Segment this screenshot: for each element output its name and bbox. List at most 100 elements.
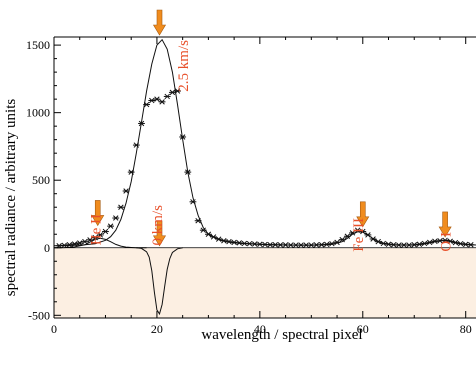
asterisk-marker	[184, 169, 192, 175]
marker-stroke	[324, 241, 330, 248]
asterisk-marker	[91, 234, 99, 241]
marker-stroke	[329, 240, 335, 247]
x-tick-label: 40	[254, 322, 266, 336]
marker-stroke	[154, 96, 160, 102]
marker-stroke	[349, 230, 356, 236]
asterisk-marker	[66, 242, 73, 248]
marker-stroke	[396, 242, 402, 248]
marker-stroke	[169, 89, 176, 96]
asterisk-marker	[76, 240, 84, 246]
marker-stroke	[215, 236, 222, 242]
x-axis-label: wavelength / spectral pixel	[201, 327, 362, 343]
asterisk-marker	[96, 232, 104, 238]
x-tick-label: 20	[151, 322, 163, 336]
asterisk-marker	[117, 204, 125, 210]
asterisk-marker	[349, 230, 356, 236]
asterisk-marker	[338, 236, 346, 243]
asterisk-marker	[127, 169, 135, 175]
asterisk-marker	[189, 199, 197, 205]
marker-stroke	[107, 223, 114, 229]
asterisk-marker	[467, 242, 475, 248]
orange-arrow-marker	[356, 201, 370, 228]
marker-stroke	[334, 239, 340, 246]
marker-stroke	[293, 242, 299, 248]
marker-stroke	[149, 97, 155, 104]
marker-stroke	[76, 240, 83, 246]
asterisk-marker	[86, 237, 94, 243]
marker-stroke	[416, 241, 423, 247]
asterisk-marker	[220, 237, 228, 244]
marker-stroke	[82, 238, 88, 245]
marker-stroke	[457, 240, 464, 247]
marker-stroke	[71, 241, 78, 247]
marker-stroke	[61, 242, 68, 249]
asterisk-marker	[153, 96, 161, 102]
asterisk-marker	[230, 239, 238, 246]
asterisk-marker	[328, 240, 336, 247]
annotation-label: O I	[438, 232, 454, 252]
marker-stroke	[282, 242, 289, 248]
marker-stroke	[185, 169, 191, 175]
marker-stroke	[87, 237, 93, 243]
marker-stroke	[447, 238, 454, 244]
marker-stroke	[339, 236, 345, 243]
marker-stroke	[298, 242, 304, 248]
y-tick-label: 1000	[26, 106, 50, 120]
asterisk-marker	[210, 234, 217, 240]
marker-stroke	[421, 240, 428, 247]
marker-stroke	[118, 204, 124, 210]
marker-stroke	[468, 242, 474, 248]
asterisk-marker	[385, 241, 392, 247]
marker-stroke	[267, 242, 273, 248]
marker-stroke	[318, 242, 325, 248]
marker-stroke	[380, 240, 387, 247]
asterisk-marker	[138, 120, 145, 127]
asterisk-marker	[426, 239, 434, 246]
asterisk-marker	[199, 227, 207, 233]
asterisk-marker	[452, 239, 459, 246]
marker-stroke	[221, 237, 227, 244]
asterisk-marker	[132, 142, 140, 148]
marker-stroke	[313, 242, 320, 248]
marker-stroke	[442, 237, 448, 244]
marker-stroke	[375, 238, 381, 245]
marker-stroke	[406, 242, 412, 248]
annotation-label: Fe III	[351, 218, 367, 252]
marker-stroke	[257, 241, 263, 247]
asterisk-marker	[204, 231, 212, 237]
marker-stroke	[174, 88, 181, 94]
marker-stroke	[452, 239, 459, 246]
asterisk-marker	[354, 227, 362, 233]
asterisk-marker	[122, 188, 130, 194]
marker-stroke	[246, 240, 253, 247]
asterisk-marker	[369, 236, 377, 242]
asterisk-marker	[179, 134, 187, 140]
asterisk-marker	[446, 238, 454, 244]
asterisk-marker	[421, 240, 428, 247]
asterisk-marker	[457, 240, 464, 247]
marker-stroke	[205, 231, 212, 237]
asterisk-marker	[215, 236, 223, 242]
asterisk-marker	[410, 242, 418, 248]
asterisk-marker	[107, 223, 115, 229]
x-tick-label: 60	[357, 322, 369, 336]
marker-stroke	[354, 227, 361, 233]
y-axis-label: spectral radiance / arbitrary units	[3, 99, 19, 297]
marker-stroke	[138, 120, 145, 127]
asterisk-marker	[374, 238, 382, 245]
marker-stroke	[102, 228, 109, 235]
marker-stroke	[143, 101, 150, 108]
marker-stroke	[262, 241, 268, 248]
orange-arrow-marker	[91, 200, 105, 227]
asterisk-marker	[194, 217, 202, 224]
asterisk-marker	[431, 238, 439, 244]
asterisk-marker	[60, 242, 68, 249]
asterisk-marker	[174, 88, 181, 94]
marker-stroke	[426, 239, 433, 246]
marker-stroke	[159, 99, 165, 105]
marker-stroke	[236, 240, 243, 246]
annotation-layer: He II 0 km/s 2.5 km/s Fe III O I	[88, 9, 454, 252]
marker-stroke	[360, 228, 366, 235]
marker-stroke	[287, 242, 294, 248]
